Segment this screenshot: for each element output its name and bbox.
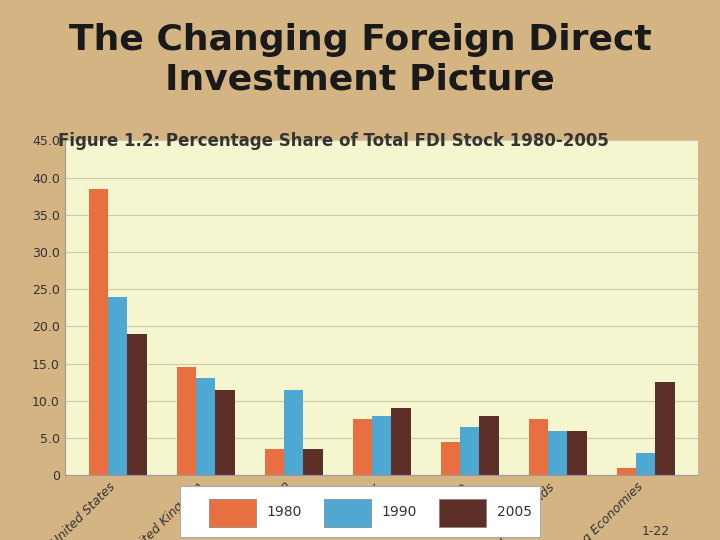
Bar [176,367,196,475]
Text: 1-22: 1-22 [642,524,670,538]
Text: 1980: 1980 [266,505,302,518]
Bar [636,453,655,475]
Bar [655,382,675,475]
Bar [127,334,147,475]
Bar [548,430,567,475]
Bar [480,416,499,475]
Bar [391,408,410,475]
Bar [215,390,235,475]
Bar [353,420,372,475]
Text: Figure 1.2: Percentage Share of Total FDI Stock 1980-2005: Figure 1.2: Percentage Share of Total FD… [58,132,608,150]
FancyBboxPatch shape [439,499,486,527]
Text: The Changing Foreign Direct
Investment Picture: The Changing Foreign Direct Investment P… [68,23,652,96]
Bar [616,468,636,475]
Bar [567,430,587,475]
FancyBboxPatch shape [209,499,256,527]
Bar [264,449,284,475]
Bar [303,449,323,475]
Bar [89,189,108,475]
Text: 2005: 2005 [497,505,532,518]
Bar [108,296,127,475]
Text: 1990: 1990 [382,505,417,518]
FancyBboxPatch shape [324,499,371,527]
Bar [460,427,480,475]
Bar [372,416,391,475]
Bar [528,420,548,475]
Bar [441,442,460,475]
Bar [196,379,215,475]
Bar [284,390,303,475]
